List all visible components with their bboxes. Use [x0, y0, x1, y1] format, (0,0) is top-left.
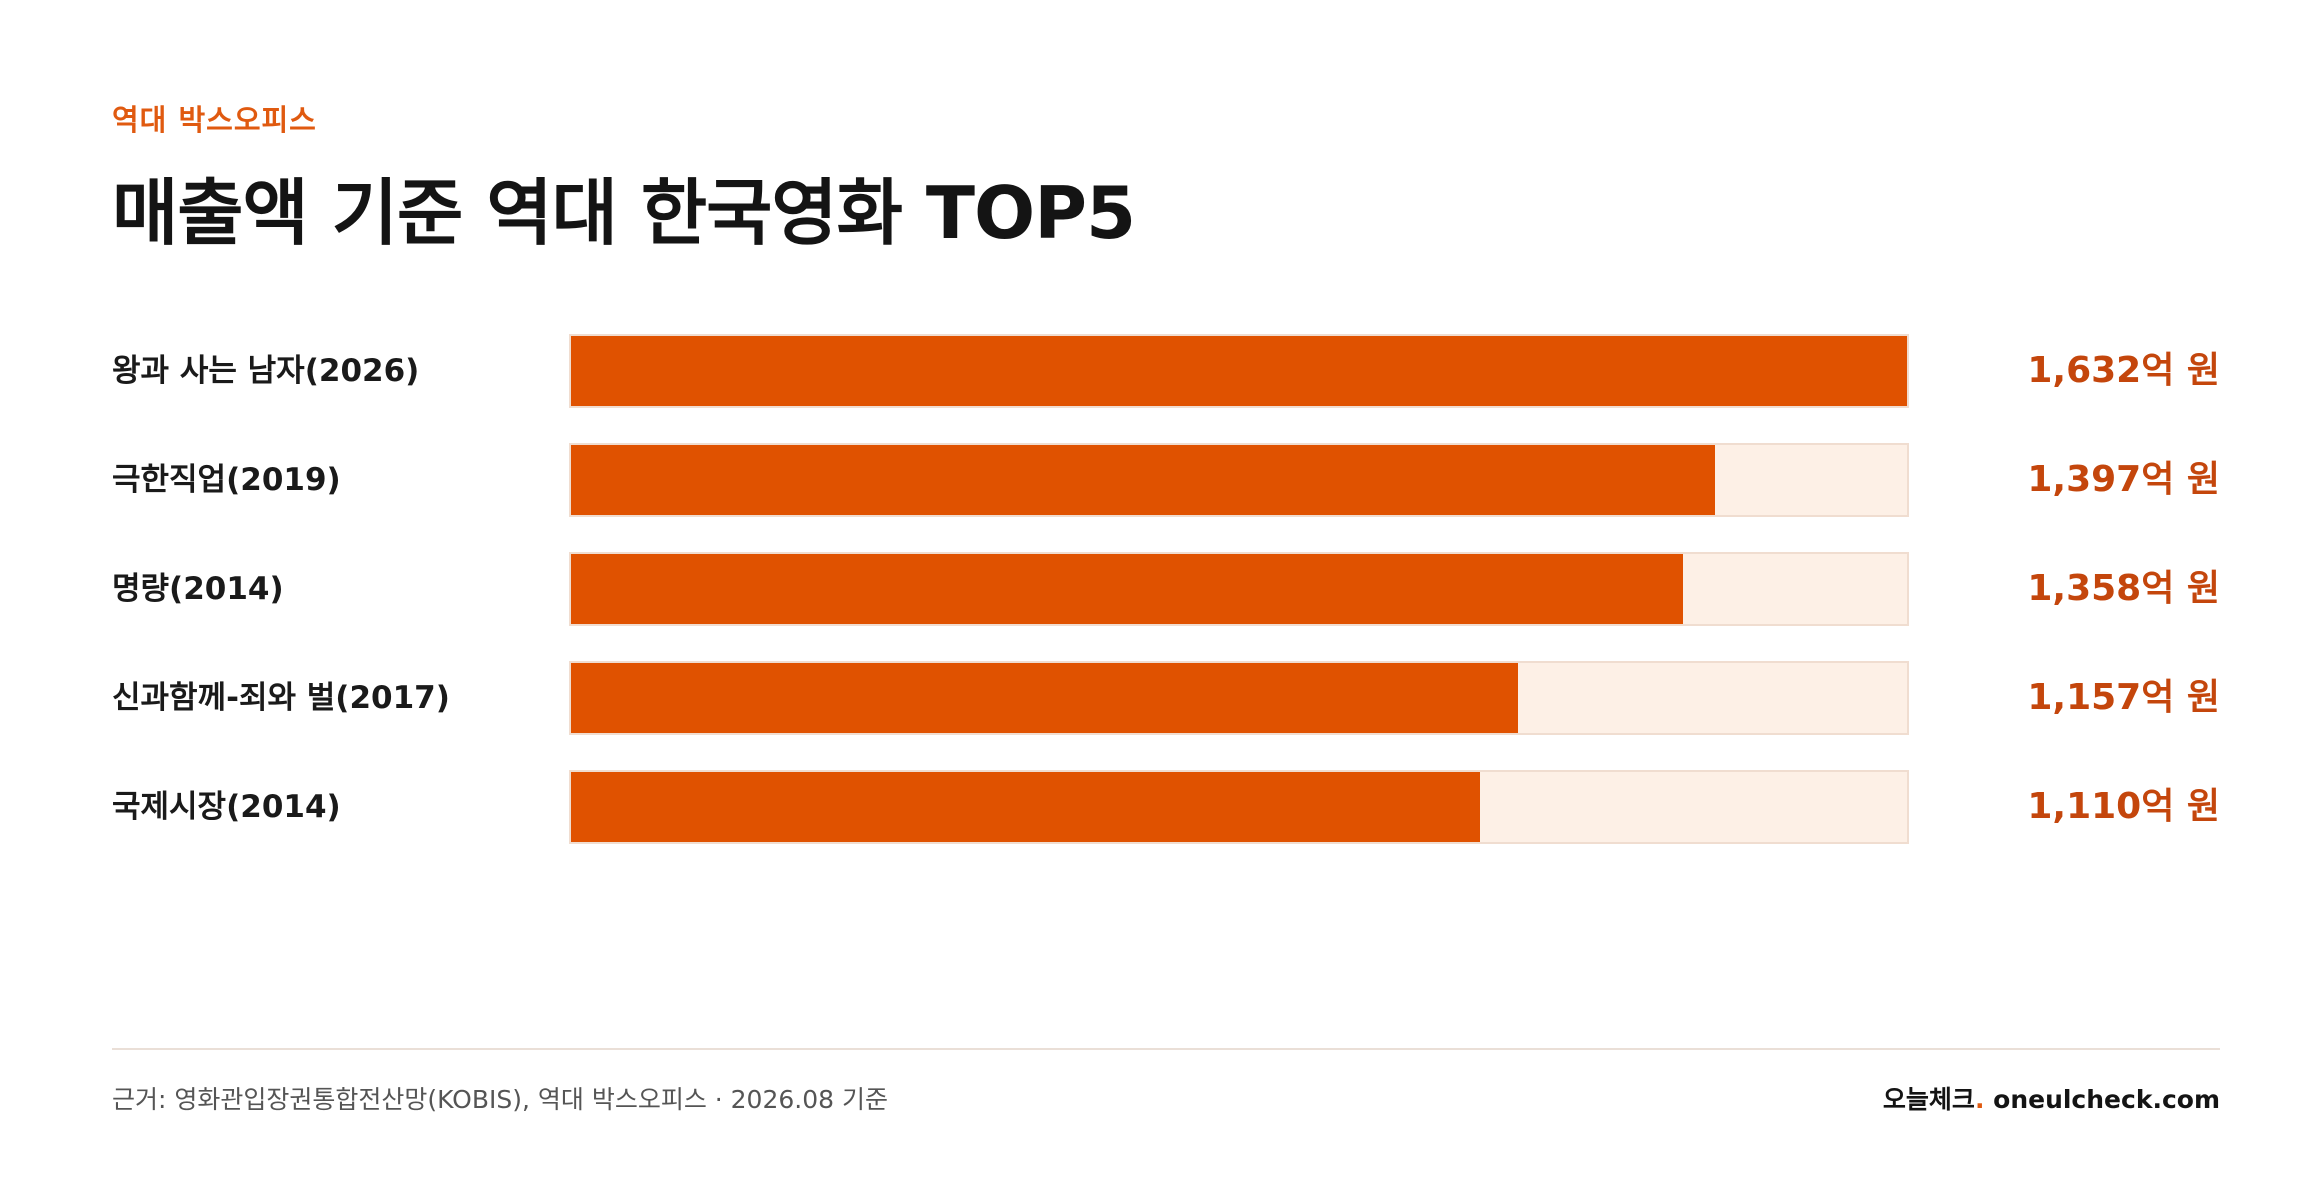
bar — [571, 663, 1518, 733]
bar — [571, 554, 1683, 624]
bar — [571, 772, 1480, 842]
bar-track — [569, 334, 1909, 408]
brand-dot: . — [1974, 1085, 1985, 1114]
brand-name: 오늘체크 — [1882, 1085, 1975, 1114]
source-note: 근거: 영화관입장권통합전산망(KOBIS), 역대 박스오피스 · 2026.… — [112, 1085, 888, 1114]
category-label: 신과함께-죄와 벌(2017) — [112, 680, 450, 716]
bar-track — [569, 770, 1909, 844]
chart-title: 매출액 기준 역대 한국영화 TOP5 — [112, 171, 1136, 255]
bar-row: 왕과 사는 남자(2026) 1,632억 원 — [0, 334, 2320, 408]
category-label: 명량(2014) — [112, 571, 284, 607]
eyebrow-label: 역대 박스오피스 — [112, 103, 317, 137]
value-label: 1,632억 원 — [2027, 350, 2220, 391]
bar-track — [569, 552, 1909, 626]
brand-domain: oneulcheck.com — [1984, 1085, 2220, 1114]
bar-track — [569, 443, 1909, 517]
bar — [571, 445, 1715, 515]
brand-credit: 오늘체크. oneulcheck.com — [1883, 1082, 2220, 1118]
bar-row: 신과함께-죄와 벌(2017) 1,157억 원 — [0, 661, 2320, 735]
category-label: 극한직업(2019) — [112, 462, 341, 498]
value-label: 1,358억 원 — [2027, 568, 2220, 609]
value-label: 1,110억 원 — [2027, 786, 2220, 827]
value-label: 1,397억 원 — [2027, 459, 2220, 500]
footer-divider — [112, 1048, 2220, 1050]
bar — [571, 336, 1907, 406]
bar-row: 국제시장(2014) 1,110억 원 — [0, 770, 2320, 844]
value-label: 1,157억 원 — [2027, 677, 2220, 718]
category-label: 국제시장(2014) — [112, 789, 341, 825]
bar-row: 명량(2014) 1,358억 원 — [0, 552, 2320, 626]
bar-track — [569, 661, 1909, 735]
bar-row: 극한직업(2019) 1,397억 원 — [0, 443, 2320, 517]
category-label: 왕과 사는 남자(2026) — [112, 353, 420, 389]
